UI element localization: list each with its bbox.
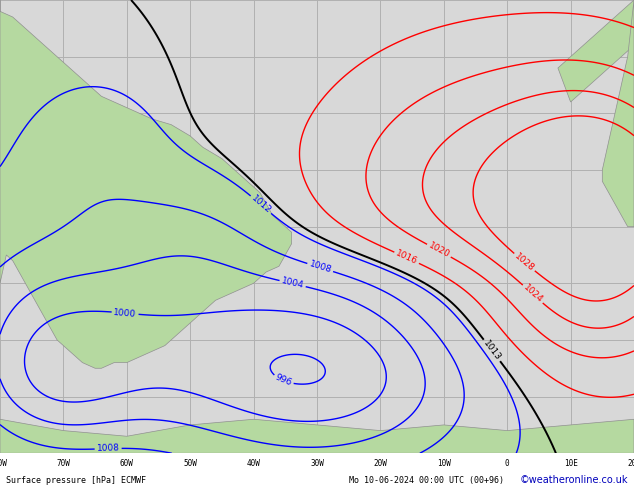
- Text: 60W: 60W: [120, 459, 134, 468]
- Text: 20E: 20E: [627, 459, 634, 468]
- Text: 996: 996: [274, 373, 293, 388]
- Text: 0: 0: [505, 459, 510, 468]
- Text: 50W: 50W: [183, 459, 197, 468]
- Text: ©weatheronline.co.uk: ©weatheronline.co.uk: [519, 475, 628, 485]
- Text: 30W: 30W: [310, 459, 324, 468]
- Polygon shape: [0, 0, 292, 368]
- Text: 1028: 1028: [513, 251, 536, 273]
- Text: Surface pressure [hPa] ECMWF: Surface pressure [hPa] ECMWF: [6, 476, 146, 485]
- Text: 70W: 70W: [56, 459, 70, 468]
- Text: 1008: 1008: [308, 260, 332, 275]
- Text: 1013: 1013: [481, 339, 503, 362]
- Text: 1024: 1024: [521, 283, 544, 305]
- Polygon shape: [558, 0, 634, 102]
- Text: 1012: 1012: [249, 194, 273, 216]
- Text: 1000: 1000: [113, 308, 137, 319]
- Text: 10E: 10E: [564, 459, 578, 468]
- Text: 1020: 1020: [427, 241, 451, 260]
- Polygon shape: [0, 419, 634, 453]
- Text: 1008: 1008: [96, 444, 120, 453]
- Text: 20W: 20W: [373, 459, 387, 468]
- Text: 10W: 10W: [437, 459, 451, 468]
- Text: 1016: 1016: [394, 249, 419, 267]
- Text: 80W: 80W: [0, 459, 7, 468]
- Text: Mo 10-06-2024 00:00 UTC (00+96): Mo 10-06-2024 00:00 UTC (00+96): [349, 476, 503, 485]
- Text: 40W: 40W: [247, 459, 261, 468]
- Text: 1004: 1004: [280, 277, 305, 291]
- Polygon shape: [602, 0, 634, 226]
